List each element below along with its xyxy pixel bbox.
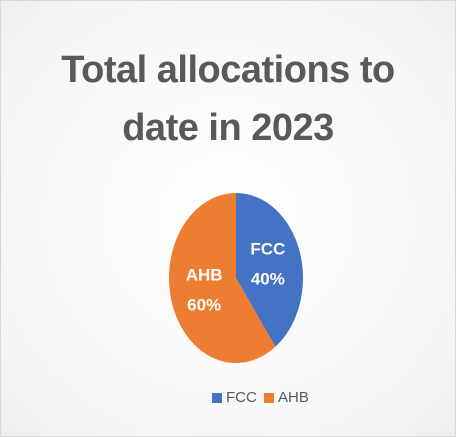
slice-value-label: 60% [187,296,221,315]
legend-swatch [264,393,274,403]
slice-category-label: AHB [186,266,223,285]
legend-label: AHB [278,389,309,406]
legend-swatch [212,393,222,403]
slice-category-label: FCC [250,239,285,258]
chart-title: Total allocations to date in 2023 [61,49,395,149]
pie-slice [169,193,276,363]
legend-label: FCC [226,389,257,406]
pie-slice [236,193,303,347]
slice-value-label: 40% [251,269,285,288]
